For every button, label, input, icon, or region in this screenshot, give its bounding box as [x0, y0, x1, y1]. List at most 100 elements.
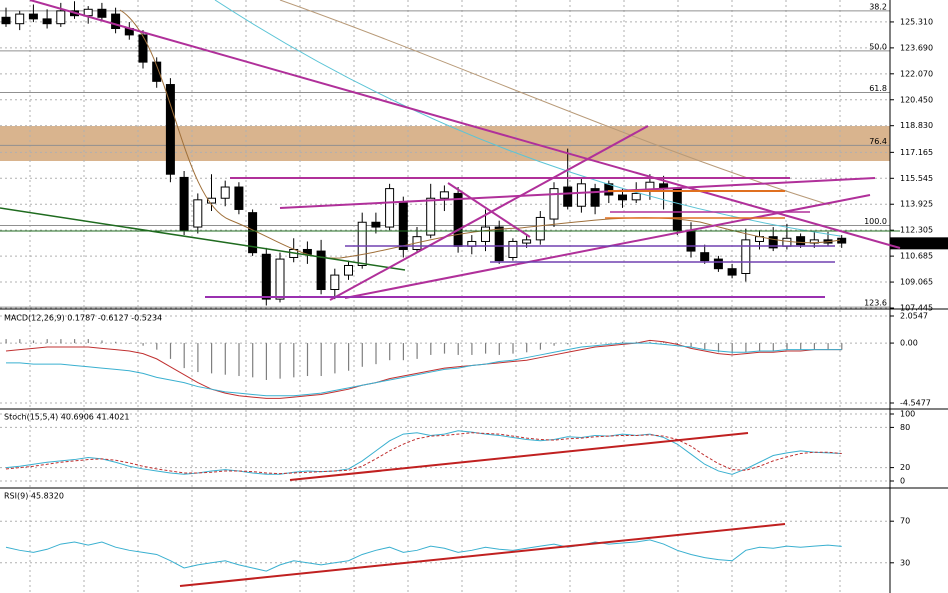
y-tick-label: -4.5477: [900, 399, 931, 408]
histogram-bar: [553, 343, 555, 346]
histogram-bar: [115, 341, 117, 344]
candle-body: [138, 34, 148, 63]
moving-average: [119, 9, 841, 259]
stoch-trend-line: [289, 432, 749, 481]
histogram-bar: [690, 343, 692, 348]
histogram-bar: [60, 339, 62, 344]
histogram-bar: [320, 343, 322, 377]
histogram-bar: [594, 343, 596, 344]
histogram-bar: [745, 343, 747, 353]
candle-body: [152, 61, 162, 82]
y-tick-label: 30: [900, 558, 910, 567]
histogram-bar: [457, 343, 459, 355]
histogram-bar: [306, 343, 309, 377]
histogram-bar: [389, 343, 391, 361]
histogram-bar: [74, 339, 76, 344]
moving-average: [279, 0, 831, 206]
candle-body: [398, 202, 408, 250]
candle-body: [56, 10, 66, 25]
histogram-bar: [211, 343, 213, 374]
histogram-bar: [772, 343, 774, 351]
y-tick-label: 100: [900, 410, 915, 419]
histogram-bar: [635, 341, 637, 344]
histogram-bar: [293, 343, 295, 378]
macd-title: MACD(12,26,9) 0.1787 -0.6127 -0.5234: [4, 314, 162, 323]
y-tick-label: 80: [900, 423, 910, 432]
candle-body: [15, 13, 25, 25]
candle-body: [385, 188, 395, 228]
stoch-title: Stoch(15,5,4) 40.6906 41.4021: [4, 413, 130, 422]
histogram-bar: [265, 343, 267, 380]
fibo-label: 76.4: [869, 137, 887, 146]
histogram-bar: [539, 343, 541, 350]
indicator-line: [6, 342, 842, 397]
candle-body: [631, 192, 641, 201]
candle-body: [28, 13, 38, 20]
y-tick-label: 110.685: [900, 252, 933, 261]
histogram-bar: [183, 343, 185, 369]
rsi-trend-line: [179, 523, 786, 587]
histogram-bar: [334, 343, 336, 374]
y-tick-label: 2.0547: [900, 312, 928, 321]
histogram-bar: [841, 343, 843, 350]
y-tick-label: 70: [900, 517, 910, 526]
y-tick-label: 118.830: [900, 121, 933, 130]
histogram-bar: [704, 343, 706, 350]
candle-body: [261, 253, 271, 300]
resistance-zone: [0, 126, 890, 161]
candle-body: [508, 240, 518, 258]
y-tick-label: 125.310: [900, 17, 933, 26]
histogram-bar: [169, 343, 172, 359]
candle-body: [316, 250, 326, 291]
candle-body: [618, 194, 627, 201]
indicator-line: [5, 339, 842, 399]
candle-body: [604, 183, 614, 196]
y-tick-label: 113.925: [900, 200, 933, 209]
y-tick-label: 122.070: [900, 69, 933, 78]
histogram-bar: [443, 343, 446, 354]
indicator-line: [5, 432, 842, 475]
candle-body: [494, 226, 504, 262]
histogram-bar: [608, 343, 610, 344]
drawings: [0, 0, 901, 587]
y-tick-label: 120.450: [900, 95, 933, 104]
histogram-bar: [361, 343, 363, 367]
histogram-bar: [87, 339, 89, 344]
histogram-bar: [402, 343, 404, 361]
candle-body: [535, 216, 545, 241]
histogram-bar: [279, 343, 281, 379]
candle-body: [727, 268, 737, 276]
histogram-bar: [622, 341, 624, 344]
histogram-bar: [786, 343, 788, 350]
trend-line: [279, 177, 876, 209]
candle-body: [97, 8, 107, 18]
histogram-bar: [498, 343, 500, 355]
histogram-bar: [512, 343, 514, 354]
trend-line: [447, 182, 531, 238]
histogram-bar: [238, 343, 240, 377]
candle-body: [426, 197, 436, 236]
candle-body: [522, 239, 532, 244]
candle-body: [672, 188, 682, 231]
histogram-bar: [430, 343, 432, 355]
histogram-bar: [252, 343, 254, 378]
fibo-label: 61.8: [869, 84, 887, 93]
histogram-bar: [827, 343, 829, 350]
last-price-label: 111.483: [900, 239, 933, 248]
y-tick-label: 115.545: [900, 174, 933, 183]
fibo-label: 50.0: [869, 42, 887, 51]
y-tick-label: 117.165: [900, 148, 933, 157]
candle-body: [741, 239, 751, 274]
fibo-label: 100.0: [864, 217, 887, 226]
last-price-box: [890, 237, 948, 250]
histogram-bar: [731, 343, 733, 354]
candle-body: [42, 18, 52, 25]
candle-body: [1, 16, 11, 25]
y-tick-label: 20: [900, 463, 910, 472]
fibo-label: 38.2: [869, 2, 887, 11]
candle-body: [713, 258, 723, 270]
candle-body: [357, 221, 367, 266]
histogram-bar: [649, 341, 651, 344]
histogram-bar: [676, 343, 678, 345]
candle-body: [83, 8, 93, 17]
